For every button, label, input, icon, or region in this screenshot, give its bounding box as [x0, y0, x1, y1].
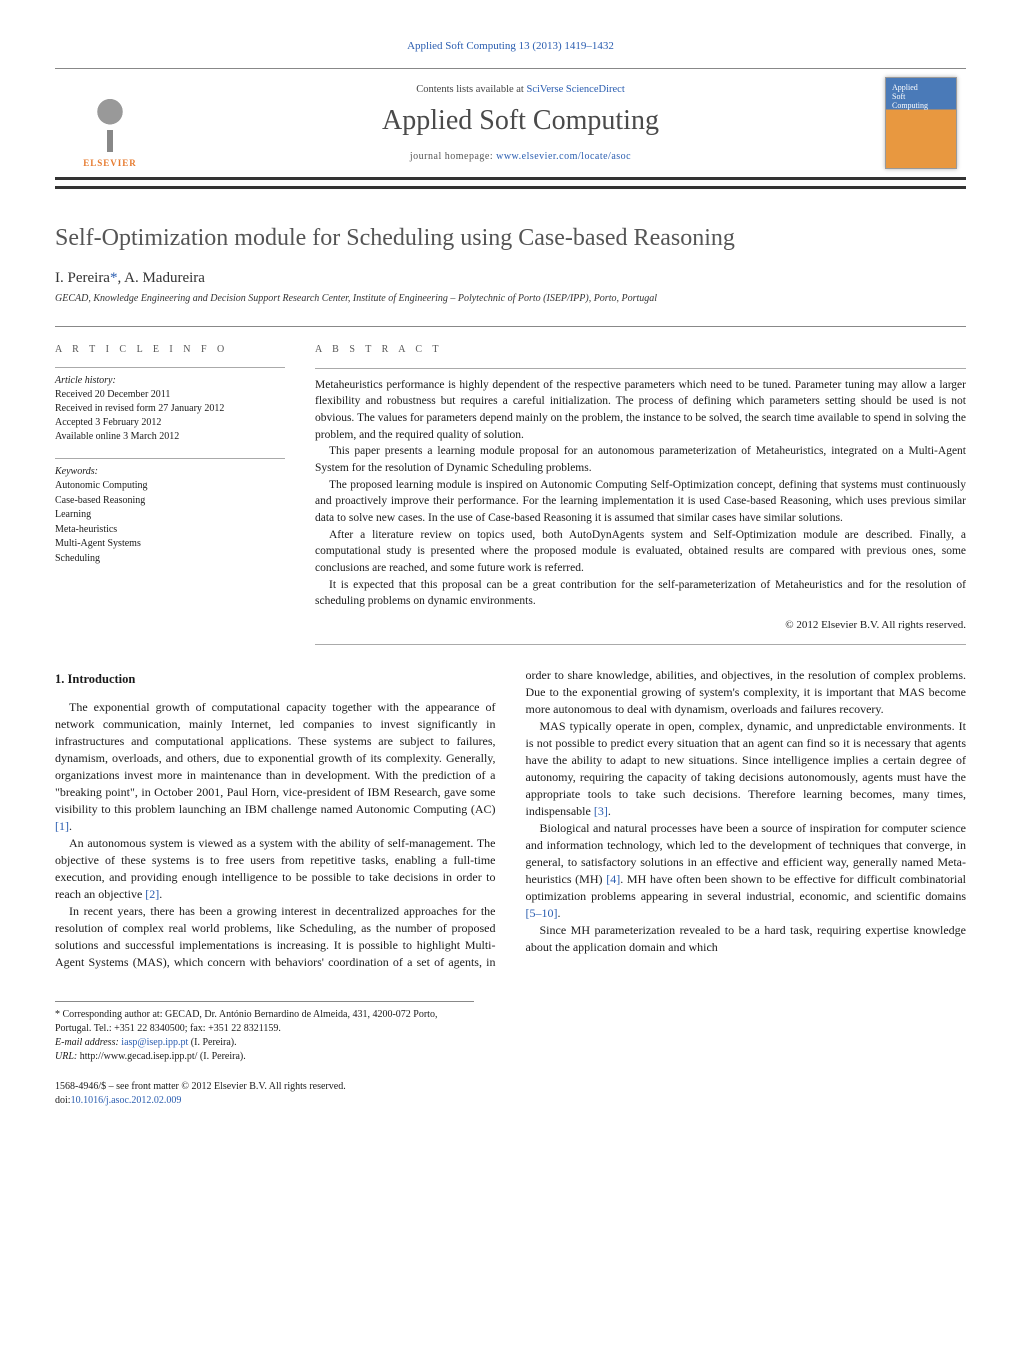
author-2: , A. Madureira — [117, 270, 204, 286]
contents-prefix: Contents lists available at — [416, 84, 526, 95]
abstract-body: Metaheuristics performance is highly dep… — [315, 368, 966, 645]
info-abstract-row: a r t i c l e i n f o Article history: R… — [55, 326, 966, 645]
ref-link[interactable]: [1] — [55, 819, 69, 833]
corresponding-author-footnote: * Corresponding author at: GECAD, Dr. An… — [55, 1008, 474, 1036]
journal-homepage-line: journal homepage: www.elsevier.com/locat… — [165, 151, 876, 162]
body-para: MAS typically operate in open, complex, … — [526, 718, 967, 820]
keyword: Meta-heuristics — [55, 523, 285, 538]
history-heading: Article history: — [55, 374, 285, 388]
masthead-rule — [55, 186, 966, 189]
abstract-para: This paper presents a learning module pr… — [315, 443, 966, 476]
journal-homepage-link[interactable]: www.elsevier.com/locate/asoc — [496, 151, 631, 162]
body-para: Biological and natural processes have be… — [526, 820, 967, 922]
elsevier-logo: ELSEVIER — [65, 78, 155, 168]
contents-available-line: Contents lists available at SciVerse Sci… — [165, 84, 876, 95]
history-accepted: Accepted 3 February 2012 — [55, 416, 285, 430]
history-received: Received 20 December 2011 — [55, 388, 285, 402]
author-1: I. Pereira — [55, 270, 110, 286]
journal-cover-thumbnail — [885, 77, 957, 169]
doi-line: doi:10.1016/j.asoc.2012.02.009 — [55, 1094, 966, 1108]
masthead-center: Contents lists available at SciVerse Sci… — [165, 77, 876, 169]
keyword: Learning — [55, 508, 285, 523]
masthead: ELSEVIER Contents lists available at Sci… — [55, 68, 966, 180]
body-para: Since MH parameterization revealed to be… — [526, 922, 967, 956]
sciencedirect-link[interactable]: SciVerse ScienceDirect — [526, 84, 624, 95]
authors-line: I. Pereira*, A. Madureira — [55, 270, 966, 287]
abstract-column: a b s t r a c t Metaheuristics performan… — [315, 343, 966, 645]
journal-citation: Applied Soft Computing 13 (2013) 1419–14… — [55, 40, 966, 52]
doi-link[interactable]: 10.1016/j.asoc.2012.02.009 — [71, 1095, 182, 1106]
email-footnote: E-mail address: iasp@isep.ipp.pt (I. Per… — [55, 1036, 474, 1050]
ref-link[interactable]: [2] — [145, 887, 159, 901]
article-info-column: a r t i c l e i n f o Article history: R… — [55, 343, 285, 645]
ref-link[interactable]: [4] — [606, 872, 620, 886]
keyword: Case-based Reasoning — [55, 494, 285, 509]
body-text: 1. Introduction The exponential growth o… — [55, 667, 966, 971]
history-revised: Received in revised form 27 January 2012 — [55, 402, 285, 416]
homepage-prefix: journal homepage: — [410, 151, 496, 162]
ref-link[interactable]: [3] — [594, 804, 608, 818]
journal-title: Applied Soft Computing — [165, 105, 876, 137]
abstract-label: a b s t r a c t — [315, 343, 966, 358]
article-info-label: a r t i c l e i n f o — [55, 343, 285, 357]
abstract-para: The proposed learning module is inspired… — [315, 477, 966, 527]
body-para: The exponential growth of computational … — [55, 699, 496, 835]
keyword: Multi-Agent Systems — [55, 537, 285, 552]
keywords-block: Keywords: Autonomic Computing Case-based… — [55, 458, 285, 566]
abstract-copyright: © 2012 Elsevier B.V. All rights reserved… — [315, 618, 966, 645]
keywords-list: Autonomic Computing Case-based Reasoning… — [55, 479, 285, 566]
keyword: Scheduling — [55, 552, 285, 567]
article-history-block: Article history: Received 20 December 20… — [55, 367, 285, 444]
body-para: An autonomous system is viewed as a syst… — [55, 835, 496, 903]
journal-cover-block — [876, 77, 966, 169]
url-footnote: URL: http://www.gecad.isep.ipp.pt/ (I. P… — [55, 1050, 474, 1064]
abstract-para: Metaheuristics performance is highly dep… — [315, 377, 966, 444]
history-online: Available online 3 March 2012 — [55, 430, 285, 444]
publisher-logo-block: ELSEVIER — [55, 77, 165, 169]
elsevier-tree-icon — [80, 90, 140, 152]
email-link[interactable]: iasp@isep.ipp.pt — [121, 1037, 188, 1048]
footnotes: * Corresponding author at: GECAD, Dr. An… — [55, 1001, 474, 1064]
publisher-name: ELSEVIER — [83, 158, 137, 168]
section-heading-1: 1. Introduction — [55, 671, 496, 689]
article-title: Self-Optimization module for Scheduling … — [55, 225, 966, 252]
affiliation: GECAD, Knowledge Engineering and Decisio… — [55, 293, 966, 304]
abstract-para: After a literature review on topics used… — [315, 527, 966, 577]
front-matter-line: 1568-4946/$ – see front matter © 2012 El… — [55, 1080, 966, 1094]
ref-link[interactable]: [5–10] — [526, 906, 558, 920]
abstract-para: It is expected that this proposal can be… — [315, 577, 966, 610]
keywords-heading: Keywords: — [55, 465, 285, 479]
footer-meta: 1568-4946/$ – see front matter © 2012 El… — [55, 1080, 966, 1108]
keyword: Autonomic Computing — [55, 479, 285, 494]
